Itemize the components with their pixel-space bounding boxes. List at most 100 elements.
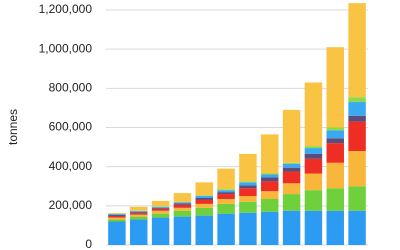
bar-segment [130, 212, 148, 214]
bar-segment [151, 207, 170, 209]
bar-segment [326, 130, 344, 139]
bar-segment [304, 173, 323, 191]
y-tick-label: 200,000 [49, 198, 93, 212]
bar-segment [239, 153, 257, 182]
bar-segment [195, 207, 213, 216]
bar-segment [261, 173, 279, 175]
bar-segment [304, 158, 323, 174]
bar-segment [261, 191, 279, 199]
bar-segment [261, 181, 279, 192]
bar-segment [151, 210, 170, 214]
y-tick-label: 800,000 [49, 81, 93, 95]
y-axis-label: tonnes [6, 109, 20, 145]
bar-segment [217, 213, 235, 245]
bar-segment [282, 162, 301, 164]
bar-segment [239, 201, 257, 213]
bar-segment [217, 194, 235, 199]
bar-segment [108, 214, 126, 216]
bar-segment [348, 3, 366, 98]
bar-segment [130, 219, 148, 245]
bar-segment [217, 189, 235, 191]
y-tick-label: 0 [85, 237, 92, 250]
bar-segment [348, 186, 366, 211]
bar-segment [239, 212, 257, 245]
bar-segment [304, 210, 323, 245]
bar-segment [108, 216, 126, 218]
bar-segment [304, 190, 323, 211]
bar-segment [348, 210, 366, 245]
bar-segment [173, 203, 192, 205]
bar-segment [130, 206, 148, 211]
bar-segment [348, 102, 366, 116]
bar-segment [151, 200, 170, 207]
y-tick-label: 600,000 [49, 120, 93, 134]
bar-segment [304, 146, 323, 149]
bar-segment [282, 183, 301, 195]
y-tick-label: 1,200,000 [39, 2, 93, 16]
bar-segment [108, 221, 126, 245]
bar-segment [261, 174, 279, 178]
bar-segment [217, 198, 235, 204]
bar-segment [282, 167, 301, 172]
bar-segment [326, 162, 344, 189]
bar-segment [173, 210, 192, 217]
bar-segment [304, 82, 323, 147]
y-tick-label: 400,000 [49, 159, 93, 173]
bar-segment [348, 97, 366, 103]
bar-segment [108, 219, 126, 222]
bar-segment [239, 188, 257, 197]
bar-segment [130, 211, 148, 213]
bar-segment [282, 171, 301, 184]
bar-segment [217, 192, 235, 195]
bar-segment [173, 207, 192, 211]
bar-segment [239, 182, 257, 186]
bar-segment [195, 198, 213, 200]
bar-segment [326, 143, 344, 163]
bar-segment [195, 215, 213, 245]
bar-segment [195, 196, 213, 198]
bar-segment [108, 215, 126, 217]
bar-segment [151, 217, 170, 245]
bar-segment [239, 185, 257, 189]
bar-segment [261, 211, 279, 245]
bar-segment [217, 190, 235, 193]
bar-segment [173, 202, 192, 204]
bar-segment [151, 206, 170, 208]
bar-segment [108, 217, 126, 220]
y-tick-label: 1,000,000 [39, 41, 93, 55]
bar-segment [195, 182, 213, 196]
bar-segment [261, 177, 279, 182]
bar-segment [326, 138, 344, 144]
bar-segment [348, 151, 366, 187]
bar-segment [195, 203, 213, 208]
bar-segment [282, 163, 301, 168]
bar-segment [130, 213, 148, 215]
bar-segment [195, 195, 213, 197]
bar-segment [130, 216, 148, 220]
bar-segment [304, 153, 323, 159]
bar-segment [217, 203, 235, 214]
bar-segment [239, 196, 257, 202]
bar-segment [326, 127, 344, 131]
bar-segment [151, 213, 170, 218]
bar-segment [217, 168, 235, 190]
bar-segment [348, 115, 366, 122]
bar-segment [326, 210, 344, 245]
bar-segment [282, 109, 301, 163]
bar-segment [173, 204, 192, 208]
bar-segment [173, 201, 192, 203]
bar-segment [195, 199, 213, 204]
bar-segment [348, 121, 366, 151]
bar-segment [326, 188, 344, 211]
bar-segment [108, 213, 126, 214]
bar-segment [130, 214, 148, 217]
bar-segment [151, 206, 170, 207]
bar-segment [151, 208, 170, 211]
bar-segment [282, 194, 301, 211]
bar-segment [173, 193, 192, 202]
bar-segment [261, 134, 279, 174]
bar-segment [173, 216, 192, 245]
bar-segment [261, 198, 279, 212]
bar-segment [239, 181, 257, 183]
